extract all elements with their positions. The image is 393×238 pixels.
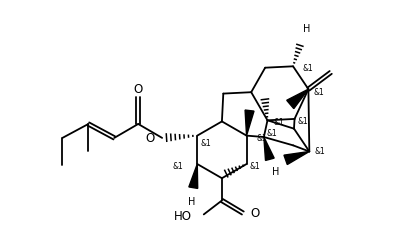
Text: &1: &1	[302, 64, 313, 73]
Polygon shape	[287, 89, 309, 109]
Text: H: H	[272, 167, 279, 177]
Text: &1: &1	[257, 134, 267, 143]
Text: &1: &1	[274, 118, 284, 127]
Text: &1: &1	[250, 163, 260, 172]
Polygon shape	[264, 137, 274, 160]
Text: &1: &1	[314, 147, 325, 156]
Text: &1: &1	[200, 139, 211, 148]
Text: O: O	[145, 132, 154, 145]
Text: HO: HO	[174, 210, 192, 223]
Text: &1: &1	[313, 88, 324, 97]
Text: &1: &1	[267, 129, 277, 138]
Text: H: H	[303, 24, 310, 34]
Text: H: H	[187, 197, 195, 207]
Text: &1: &1	[298, 117, 308, 126]
Polygon shape	[189, 164, 198, 188]
Text: O: O	[251, 207, 260, 219]
Text: O: O	[134, 83, 143, 96]
Polygon shape	[245, 110, 254, 136]
Polygon shape	[284, 152, 309, 164]
Text: &1: &1	[173, 163, 183, 172]
